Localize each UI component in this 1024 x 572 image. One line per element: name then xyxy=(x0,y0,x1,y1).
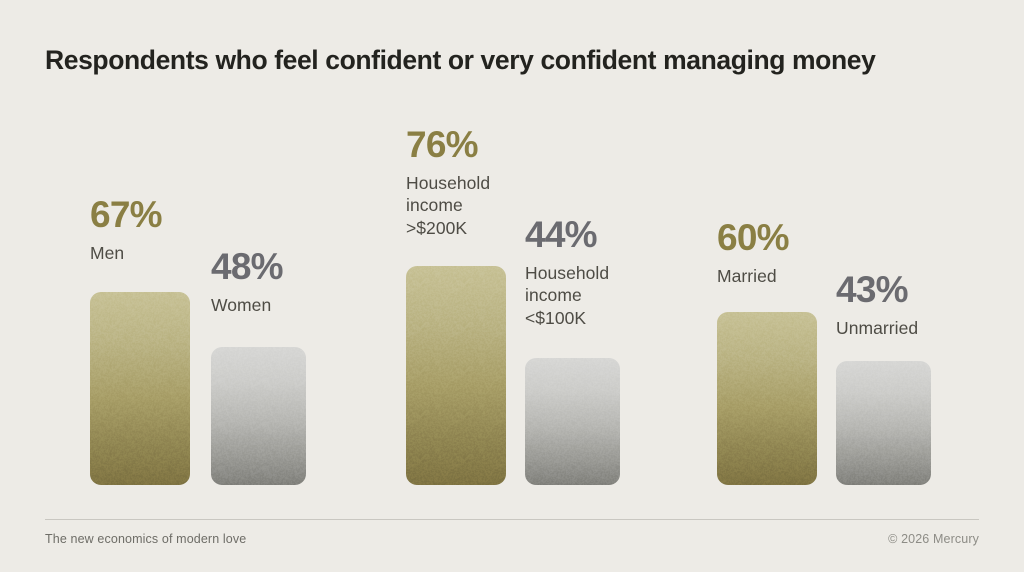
bar-women[interactable] xyxy=(211,347,306,485)
bar-texture-overlay xyxy=(211,347,306,485)
bar-label-men: 67% Men xyxy=(90,196,162,264)
bar-value-married: 60% xyxy=(717,219,789,256)
bar-label-household-income->$200k: 76% Household income >$200K xyxy=(406,126,490,239)
bar-category-women: Women xyxy=(211,294,283,316)
bar-texture-overlay xyxy=(90,292,190,485)
chart-slide: Respondents who feel confident or very c… xyxy=(0,0,1024,572)
bar-label-women: 48% Women xyxy=(211,248,283,316)
bar-married[interactable] xyxy=(717,312,817,485)
bar-value-women: 48% xyxy=(211,248,283,285)
footer-copyright-label: © 2026 Mercury xyxy=(888,532,979,546)
bar-unmarried[interactable] xyxy=(836,361,931,485)
bar-category-married: Married xyxy=(717,265,789,287)
bar-category-unmarried: Unmarried xyxy=(836,317,918,339)
footer-divider xyxy=(45,519,979,520)
footer-source-label: The new economics of modern love xyxy=(45,532,246,546)
bar-category-men: Men xyxy=(90,242,162,264)
bar-texture-overlay xyxy=(525,358,620,485)
bar-category-household-income->$200k: Household income >$200K xyxy=(406,172,490,239)
bar-men[interactable] xyxy=(90,292,190,485)
bar-value-men: 67% xyxy=(90,196,162,233)
bar-texture-overlay xyxy=(717,312,817,485)
bar-household-income-<$100k[interactable] xyxy=(525,358,620,485)
bar-texture-overlay xyxy=(836,361,931,485)
bar-label-household-income-<$100k: 44% Household income <$100K xyxy=(525,216,609,329)
bar-label-unmarried: 43% Unmarried xyxy=(836,271,918,339)
bar-value-unmarried: 43% xyxy=(836,271,918,308)
bar-texture-overlay xyxy=(406,266,506,485)
bar-label-married: 60% Married xyxy=(717,219,789,287)
bar-value-household-income->$200k: 76% xyxy=(406,126,490,163)
bar-category-household-income-<$100k: Household income <$100K xyxy=(525,262,609,329)
bar-household-income->$200k[interactable] xyxy=(406,266,506,485)
bar-value-household-income-<$100k: 44% xyxy=(525,216,609,253)
bar-chart-plot-area: 67% Men 48% Women 76% Household income >$200K… xyxy=(0,0,1024,572)
